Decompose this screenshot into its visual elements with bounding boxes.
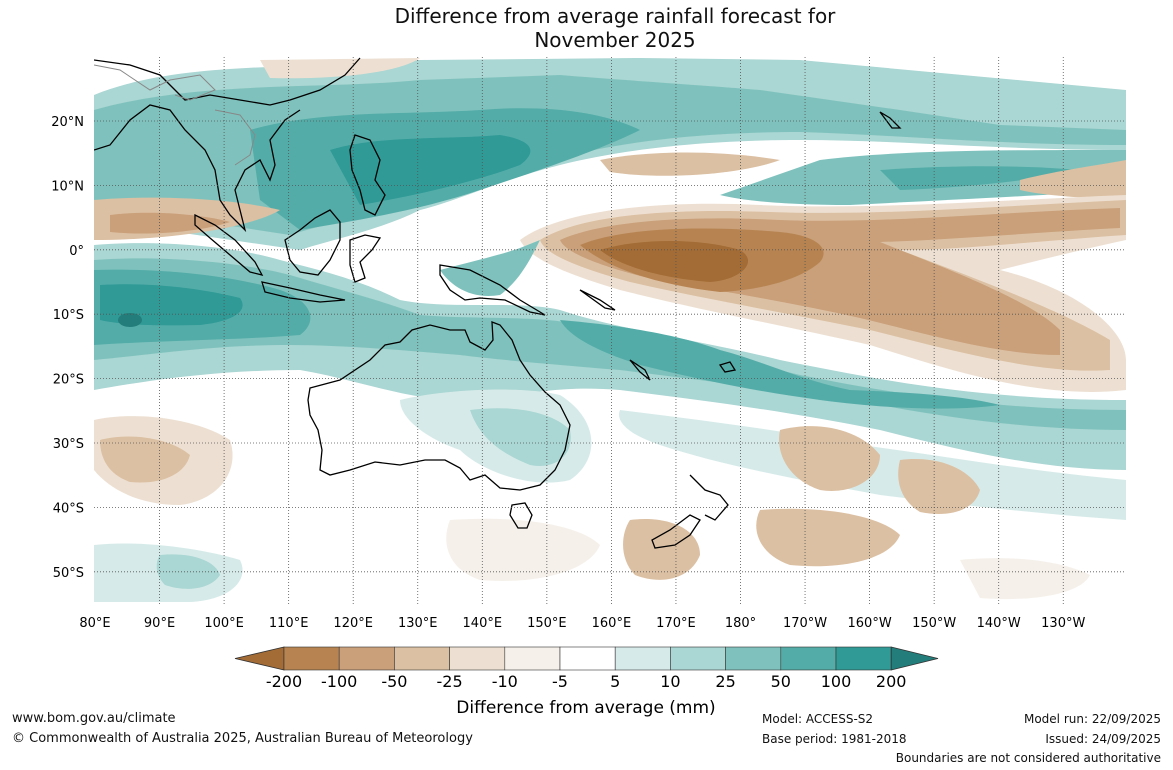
latitude-label: 20°N	[51, 115, 84, 130]
colorbar-bin	[614, 646, 671, 671]
new-zealand-outline	[651, 474, 729, 549]
longitude-label: 160°W	[848, 616, 892, 631]
longitude-label: 150°E	[527, 616, 567, 631]
colorbar-tick-label: -25	[437, 672, 463, 691]
map-title: Difference from average rainfall forecas…	[0, 4, 1173, 52]
legend-title: Difference from average (mm)	[456, 698, 715, 718]
philippines-outline	[349, 134, 386, 216]
latitude-label: 30°S	[53, 437, 84, 452]
sulawesi-outline	[349, 234, 382, 283]
new-guinea-outline	[439, 264, 546, 316]
tasmania-outline	[509, 502, 533, 529]
longitude-label: 160°E	[592, 616, 632, 631]
colorbar-bin	[338, 646, 395, 671]
longitude-label: 170°E	[656, 616, 696, 631]
longitude-label: 80°E	[79, 616, 110, 631]
boundaries-disclaimer: Boundaries are not considered authoritat…	[895, 751, 1161, 765]
colorbar-tick-label: -100	[321, 672, 357, 691]
colorbar: -200 -100 -50 -25 -10 -5 5 10 25 50 100 200	[234, 646, 939, 691]
new-caledonia-outline	[629, 359, 651, 381]
graticule	[94, 57, 1126, 604]
australia-outline	[307, 321, 571, 491]
asia-mainland-outline	[94, 57, 361, 233]
country-borders	[94, 64, 256, 166]
colorbar-bin	[559, 646, 616, 671]
colorbar-arrow-low	[234, 646, 285, 671]
issued-date: Issued: 24/09/2025	[1045, 732, 1161, 746]
colorbar-tick-label: -50	[381, 672, 407, 691]
longitude-label: 100°E	[204, 616, 244, 631]
colorbar-bin	[449, 646, 506, 671]
colorbar-tick-label: -200	[266, 672, 302, 691]
fiji-outline	[718, 361, 737, 373]
colorbar-tick-label: 10	[660, 672, 680, 691]
longitude-label: 120°E	[333, 616, 373, 631]
model-name: Model: ACCESS-S2	[762, 712, 874, 726]
colorbar-bin	[283, 646, 340, 671]
colorbar-bin	[780, 646, 837, 671]
sumatra-outline	[194, 213, 264, 276]
longitude-label: 130°W	[1041, 616, 1085, 631]
rainfall-anomaly-field	[94, 57, 1126, 604]
colorbar-tick-label: 100	[821, 672, 852, 691]
latitude-labels: 20°N 10°N 0° 10°S 20°S 30°S 40°S 50°S	[51, 115, 84, 581]
colorbar-bin	[670, 646, 726, 671]
colorbar-bin	[504, 646, 561, 671]
longitude-label: 140°W	[977, 616, 1021, 631]
longitude-label: 140°E	[463, 616, 503, 631]
colorbar-arrow-high	[890, 646, 939, 671]
java-outline	[261, 281, 346, 303]
latitude-label: 20°S	[53, 373, 84, 388]
hawaii-outline	[879, 111, 902, 129]
latitude-label: 50°S	[53, 566, 84, 581]
title-line-2: November 2025	[534, 28, 696, 52]
colorbar-tick-label: 5	[610, 672, 620, 691]
coastlines	[94, 57, 902, 549]
model-run-date: Model run: 22/09/2025	[1023, 712, 1161, 726]
colorbar-bin	[394, 646, 450, 671]
colorbar-tick-label: -5	[552, 672, 568, 691]
base-period: Base period: 1981-2018	[762, 732, 907, 746]
latitude-label: 40°S	[53, 501, 84, 516]
longitude-label: 150°W	[912, 616, 956, 631]
website-url: www.bom.gov.au/climate	[12, 711, 176, 726]
longitude-label: 110°E	[269, 616, 309, 631]
colorbar-bin	[725, 646, 782, 671]
longitude-label: 130°E	[398, 616, 438, 631]
longitude-label: 90°E	[144, 616, 175, 631]
longitude-labels: 80°E 90°E 100°E 110°E 120°E 130°E 140°E 150°E 16…	[79, 616, 1085, 631]
longitude-label: 180°	[725, 616, 756, 631]
title-line-1: Difference from average rainfall forecas…	[394, 4, 836, 28]
borneo-outline	[284, 209, 341, 276]
colorbar-tick-label: 50	[771, 672, 791, 691]
colorbar-bin	[835, 646, 892, 671]
copyright-text: © Commonwealth of Australia 2025, Austra…	[12, 731, 473, 746]
solomon-islands-outline	[579, 289, 616, 311]
latitude-label: 10°N	[51, 179, 84, 194]
colorbar-tick-label: 25	[715, 672, 735, 691]
longitude-label: 170°W	[783, 616, 827, 631]
latitude-label: 0°	[69, 244, 84, 259]
colorbar-tick-label: -10	[492, 672, 518, 691]
colorbar-tick-label: 200	[876, 672, 907, 691]
latitude-label: 10°S	[53, 308, 84, 323]
